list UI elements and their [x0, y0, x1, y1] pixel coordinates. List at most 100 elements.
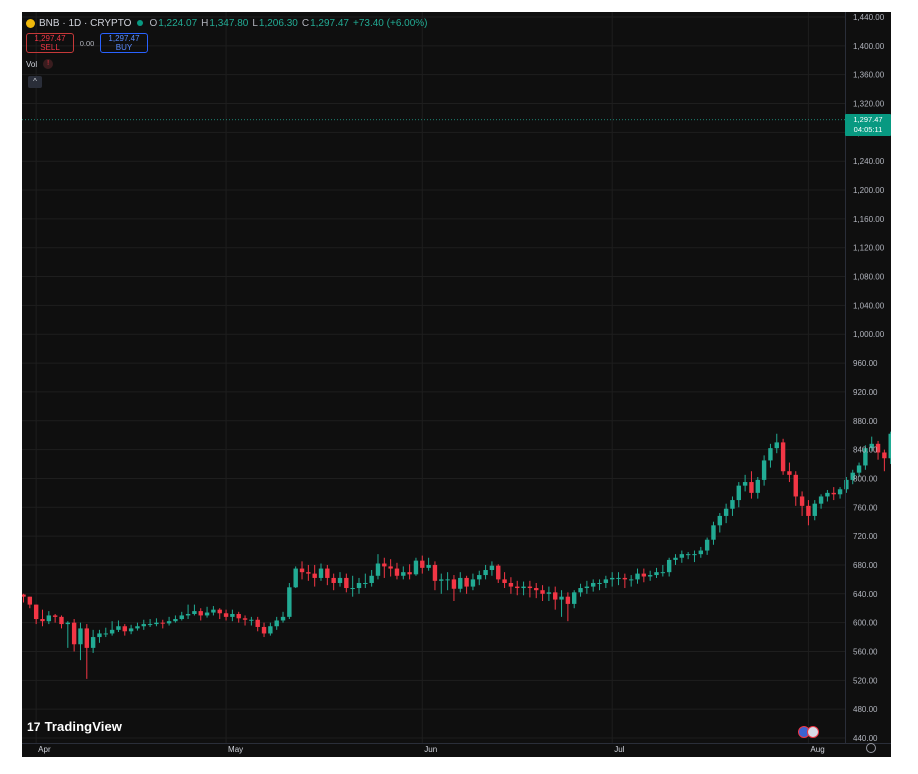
economic-events-marker[interactable]	[798, 726, 819, 738]
price-chart-canvas[interactable]: 1,440.001,400.001,360.001,320.001,280.00…	[22, 12, 891, 757]
candle-body	[420, 560, 425, 568]
buy-button[interactable]: 1,297.47 BUY	[100, 33, 148, 53]
candle-body	[850, 472, 855, 480]
candle-body	[635, 573, 640, 580]
candle-body	[198, 611, 203, 616]
candle-body	[185, 613, 191, 616]
candle-body	[755, 479, 760, 493]
candle-body	[489, 565, 495, 571]
sell-button[interactable]: 1,297.47 SELL	[26, 33, 74, 53]
candle-body	[242, 618, 248, 620]
price-chart[interactable]: 1,440.001,400.001,360.001,320.001,280.00…	[22, 12, 891, 757]
candle-body	[426, 564, 431, 568]
warning-icon[interactable]: !	[43, 59, 54, 69]
candle-body	[673, 557, 678, 560]
volume-label: Vol	[26, 59, 38, 69]
candle-body	[375, 563, 381, 576]
candle-body	[464, 577, 469, 587]
close-value: 1,297.47	[310, 17, 349, 29]
candle-body	[135, 626, 140, 629]
candle-body	[717, 515, 722, 526]
candle-body	[749, 482, 754, 493]
x-tick-label: May	[228, 745, 243, 754]
low-label: L	[252, 17, 258, 29]
candle-body	[837, 489, 843, 495]
candle-body	[325, 568, 330, 578]
candle-body	[515, 586, 520, 589]
y-tick-label: 1,440.00	[853, 13, 885, 22]
candle-body	[806, 505, 811, 516]
candle-body	[685, 554, 691, 556]
candle-body	[287, 587, 292, 617]
candle-body	[578, 588, 583, 593]
tradingview-logo-icon: 17	[27, 719, 41, 734]
tradingview-logo[interactable]: 17 TradingView	[27, 719, 122, 734]
candle-body	[90, 637, 96, 648]
candle-body	[831, 492, 836, 495]
y-tick-label: 1,240.00	[853, 157, 885, 166]
y-tick-label: 480.00	[853, 705, 878, 714]
candle-body	[521, 586, 526, 589]
candle-body	[299, 568, 305, 573]
candle-body	[255, 619, 260, 627]
y-tick-label: 880.00	[853, 417, 878, 426]
candle-body	[641, 573, 647, 577]
candle-body	[223, 613, 229, 617]
current-price-tag: 1,297.47 04:05:11	[845, 114, 891, 136]
collapse-indicators-button[interactable]: ^	[28, 76, 42, 88]
candle-body	[116, 626, 121, 630]
candle-body	[166, 621, 172, 624]
candle-body	[173, 619, 178, 622]
candle-body	[84, 628, 89, 648]
candle-body	[540, 590, 545, 594]
candle-body	[65, 622, 71, 625]
candle-body	[660, 572, 666, 574]
flag-icon[interactable]	[807, 726, 819, 738]
x-tick-label: Jul	[614, 745, 624, 754]
candle-body	[33, 604, 39, 620]
sell-price: 1,297.47	[34, 34, 66, 43]
candle-body	[812, 503, 817, 516]
candle-body	[280, 616, 286, 621]
candle-body	[439, 579, 444, 581]
candle-body	[432, 564, 438, 581]
candle-body	[768, 448, 773, 461]
candle-body	[236, 613, 241, 619]
y-tick-label: 1,160.00	[853, 215, 885, 224]
candle-body	[388, 566, 393, 569]
candle-body	[692, 554, 697, 556]
bnb-coin-icon	[26, 18, 35, 28]
candle-body	[350, 588, 355, 590]
candle-body	[483, 570, 488, 576]
candle-body	[22, 594, 26, 597]
symbol-header: BNB · 1D · CRYPTO O 1,224.07 H 1,347.80 …	[26, 14, 432, 32]
candle-body	[856, 465, 862, 473]
candle-body	[179, 615, 184, 620]
candle-body	[141, 624, 146, 627]
volume-indicator[interactable]: Vol !	[26, 59, 54, 69]
candle-body	[844, 479, 849, 490]
y-tick-label: 1,360.00	[853, 71, 885, 80]
candle-body	[534, 588, 539, 591]
y-tick-label: 720.00	[853, 532, 878, 541]
y-tick-label: 560.00	[853, 647, 878, 656]
candle-body	[147, 624, 153, 626]
symbol-title[interactable]: BNB · 1D · CRYPTO	[39, 17, 132, 29]
chart-settings-icon[interactable]	[866, 743, 876, 753]
current-price-value: 1,297.47	[853, 115, 883, 124]
candle-body	[211, 609, 216, 613]
candle-body	[97, 633, 102, 638]
y-tick-label: 1,000.00	[853, 330, 885, 339]
candle-body	[647, 575, 653, 577]
candle-body	[553, 592, 558, 600]
y-tick-label: 520.00	[853, 676, 878, 685]
trade-panel: 1,297.47 SELL 0.00 1,297.47 BUY	[26, 33, 148, 53]
candle-body	[59, 616, 64, 625]
candle-body	[413, 560, 419, 575]
candle-body	[369, 575, 374, 583]
candle-body	[268, 626, 273, 634]
buy-price: 1,297.47	[108, 34, 140, 43]
candle-body	[666, 559, 672, 573]
candle-body	[603, 579, 609, 583]
candle-body	[799, 496, 805, 506]
